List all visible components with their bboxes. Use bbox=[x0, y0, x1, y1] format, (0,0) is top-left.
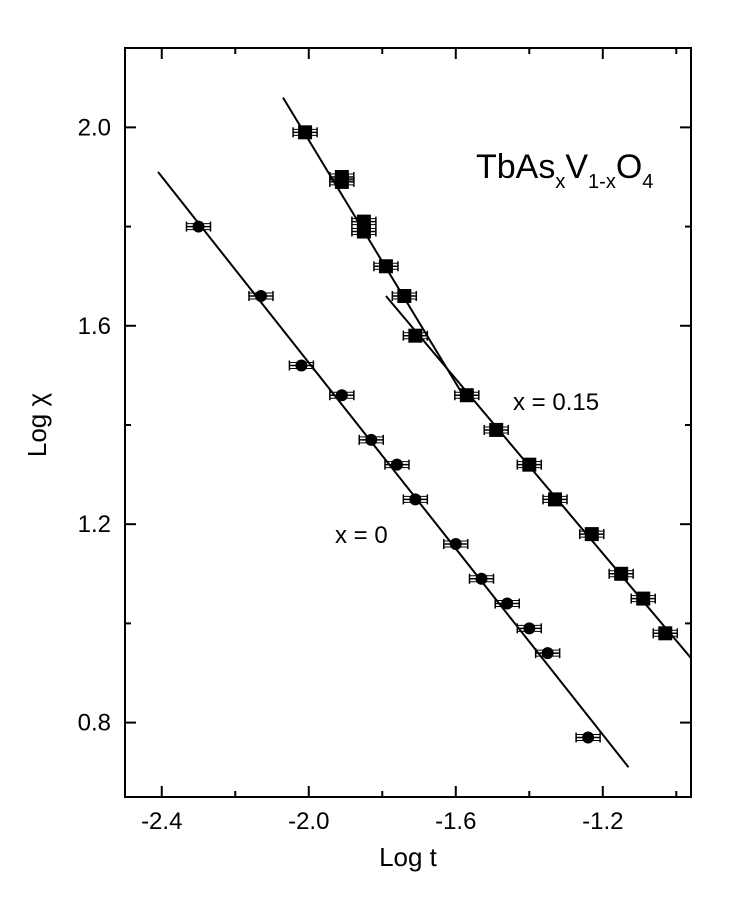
marker-circle bbox=[192, 220, 205, 233]
data-point bbox=[494, 597, 520, 610]
formula-sub-1-x: 1-x bbox=[588, 171, 616, 193]
data-point bbox=[454, 388, 480, 403]
data-point bbox=[288, 359, 315, 372]
data-point bbox=[483, 422, 509, 437]
formula-part-tbas: TbAs bbox=[476, 148, 555, 186]
marker-square bbox=[298, 125, 313, 140]
marker-square bbox=[397, 289, 412, 304]
marker-square bbox=[522, 457, 537, 472]
data-point bbox=[185, 220, 212, 233]
data-point bbox=[391, 289, 418, 304]
y-tick-label: 1.6 bbox=[78, 313, 111, 340]
marker-circle bbox=[475, 572, 488, 585]
x-tick-label: -1.2 bbox=[582, 808, 623, 835]
series-label-x015: x = 0.15 bbox=[513, 389, 599, 416]
marker-square bbox=[548, 492, 563, 507]
formula-sub-x: x bbox=[555, 171, 565, 193]
fit-line bbox=[157, 171, 630, 768]
data-point bbox=[248, 290, 274, 303]
data-point bbox=[402, 328, 429, 343]
data-point bbox=[443, 538, 469, 551]
marker-square bbox=[614, 566, 629, 581]
data-point bbox=[329, 389, 355, 402]
data-point bbox=[542, 492, 568, 507]
data-point bbox=[534, 647, 561, 660]
data-point bbox=[384, 458, 410, 471]
marker-circle bbox=[254, 290, 267, 303]
axis-tick-labels: -2.4 -2.0 -1.6 -1.2 0.8 1.2 1.6 2.0 bbox=[78, 114, 624, 835]
data-point bbox=[516, 622, 543, 635]
marker-circle bbox=[409, 493, 422, 506]
data-point bbox=[579, 527, 605, 542]
formula-sub-4: 4 bbox=[642, 171, 653, 193]
marker-square bbox=[636, 591, 651, 606]
data-point bbox=[373, 259, 399, 274]
marker-square bbox=[658, 626, 673, 641]
marker-square bbox=[489, 422, 504, 437]
x-tick-label: -2.4 bbox=[141, 808, 182, 835]
data-point bbox=[402, 493, 429, 506]
data-point bbox=[575, 731, 601, 744]
axis-ticks bbox=[125, 48, 691, 797]
y-axis-title: Log χ bbox=[22, 393, 52, 458]
formula-part-o: O bbox=[616, 148, 642, 186]
marker-circle bbox=[523, 622, 536, 635]
marker-circle bbox=[335, 389, 348, 402]
formula-part-v: V bbox=[565, 148, 588, 186]
marker-square bbox=[459, 388, 474, 403]
marker-square bbox=[356, 224, 371, 239]
compound-formula: TbAsxV1-xO4 bbox=[476, 148, 653, 193]
marker-circle bbox=[295, 359, 308, 372]
data-point bbox=[351, 224, 377, 239]
data-point bbox=[630, 591, 656, 606]
y-tick-label: 2.0 bbox=[78, 114, 111, 141]
marker-square bbox=[584, 527, 599, 542]
series-label-x0: x = 0 bbox=[335, 522, 388, 549]
y-tick-label: 0.8 bbox=[78, 710, 111, 737]
marker-circle bbox=[390, 458, 403, 471]
fit-line bbox=[282, 97, 464, 396]
data-point bbox=[516, 457, 543, 472]
x-tick-label: -1.6 bbox=[435, 808, 476, 835]
marker-circle bbox=[449, 538, 462, 551]
data-point bbox=[468, 572, 495, 585]
marker-square bbox=[408, 328, 423, 343]
marker-square bbox=[378, 259, 393, 274]
data-point bbox=[292, 125, 318, 140]
data-point bbox=[652, 626, 679, 641]
marker-circle bbox=[365, 433, 378, 446]
data-point bbox=[358, 433, 384, 446]
x-tick-label: -2.0 bbox=[288, 808, 329, 835]
data-point bbox=[608, 566, 634, 581]
marker-circle bbox=[541, 647, 554, 660]
data-point bbox=[329, 174, 355, 189]
y-tick-label: 1.2 bbox=[78, 511, 111, 538]
x-axis-title: Log t bbox=[379, 842, 438, 872]
marker-circle bbox=[582, 731, 595, 744]
marker-square bbox=[334, 174, 349, 189]
fit-lines bbox=[157, 97, 691, 768]
plot-frame bbox=[124, 47, 692, 798]
marker-circle bbox=[501, 597, 514, 610]
data-points bbox=[185, 125, 679, 744]
